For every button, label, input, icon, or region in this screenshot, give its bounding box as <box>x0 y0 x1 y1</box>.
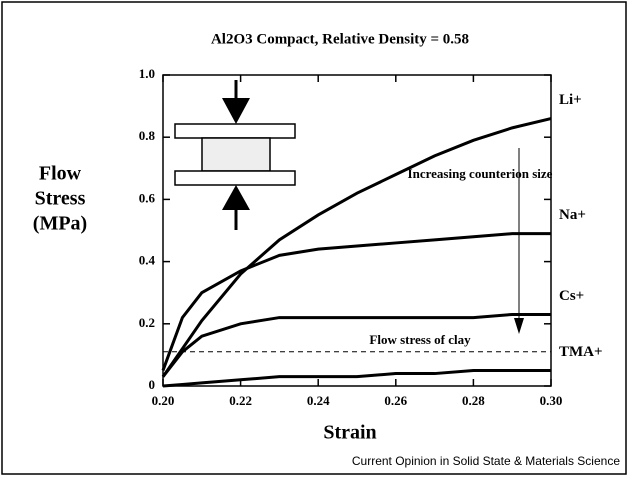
series-label: Li+ <box>559 92 582 108</box>
series-label: Na+ <box>559 207 586 223</box>
x-tick-label: 0.20 <box>152 393 175 408</box>
y-tick-label: 0.4 <box>139 253 156 268</box>
series-label: TMA+ <box>559 344 603 360</box>
y-axis-label: Stress <box>35 188 86 210</box>
series-label: Cs+ <box>559 288 584 304</box>
y-tick-label: 0.2 <box>139 315 155 330</box>
annotation: Increasing counterion size <box>408 166 553 181</box>
clay-label: Flow stress of clay <box>369 332 471 347</box>
compression-diagram <box>174 80 296 230</box>
source: Current Opinion in Solid State & Materia… <box>352 454 620 468</box>
y-tick-label: 0.8 <box>139 128 156 143</box>
chart-title: Al2O3 Compact, Relative Density = 0.58 <box>211 31 469 47</box>
x-tick-label: 0.26 <box>384 393 407 408</box>
y-tick-label: 1.0 <box>139 66 155 81</box>
y-tick-label: 0 <box>149 377 156 392</box>
series-line <box>161 232 551 371</box>
x-tick-label: 0.30 <box>540 393 563 408</box>
series-line <box>161 312 551 378</box>
y-axis-label: (MPa) <box>33 213 87 235</box>
x-tick-label: 0.24 <box>307 393 330 408</box>
x-tick-label: 0.28 <box>462 393 485 408</box>
x-tick-label: 0.22 <box>229 393 252 408</box>
x-axis-label: Strain <box>323 422 376 444</box>
plot-frame <box>162 74 552 387</box>
y-axis-label: Flow <box>39 163 82 185</box>
series-line <box>162 368 551 388</box>
series-line <box>161 117 552 378</box>
y-tick-label: 0.6 <box>139 190 156 205</box>
